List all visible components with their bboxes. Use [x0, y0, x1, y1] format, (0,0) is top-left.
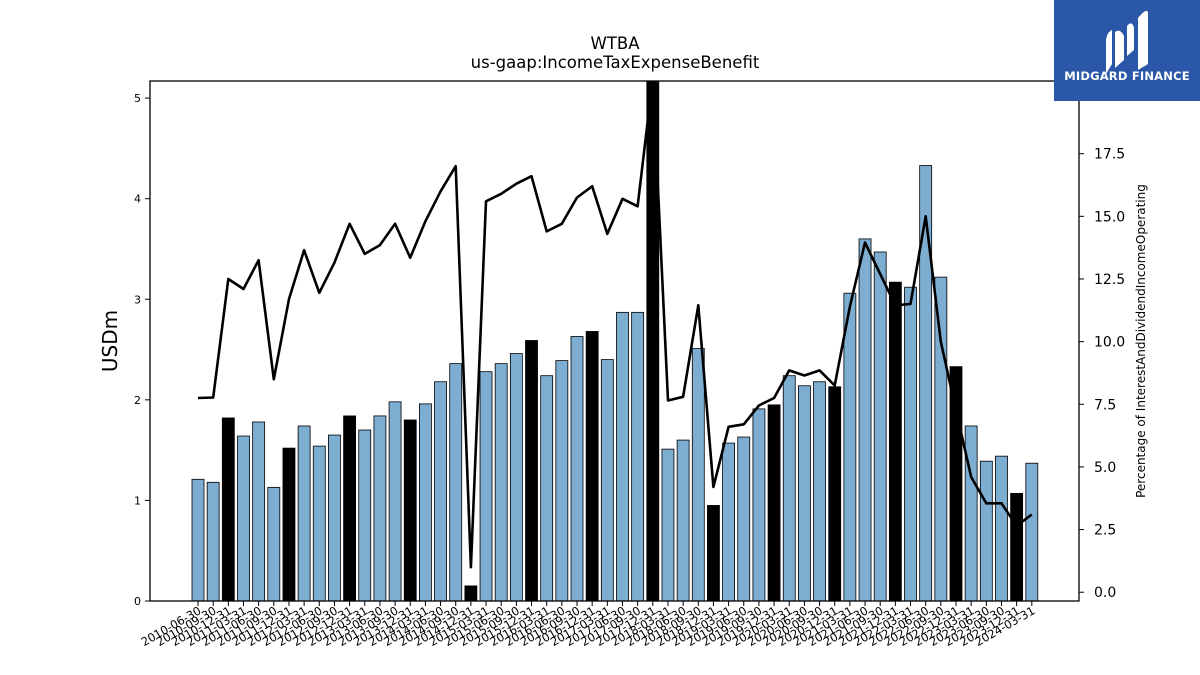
bar: [297, 425, 311, 601]
bar: [282, 447, 296, 601]
bars-group: [191, 81, 1039, 601]
bar: [267, 486, 281, 601]
bar: [904, 286, 917, 601]
bar: [540, 375, 554, 601]
bar: [494, 363, 508, 601]
series-line: [197, 81, 1033, 569]
y2-tick-label: 17.5: [1094, 147, 1125, 163]
y-tick-label: 0: [134, 595, 141, 608]
chart-title: WTBA: [590, 34, 640, 53]
bar: [206, 481, 220, 601]
bar: [828, 386, 842, 601]
bar: [418, 403, 432, 601]
y-tick-label: 2: [134, 394, 141, 407]
bar: [252, 421, 266, 601]
plot-frame: [149, 80, 1080, 602]
bar: [509, 353, 523, 601]
bar: [403, 419, 417, 601]
bar: [964, 425, 978, 601]
bar: [1025, 462, 1039, 601]
bar: [434, 381, 447, 601]
bar: [873, 251, 887, 601]
bar: [691, 348, 705, 601]
y-tick-label: 3: [134, 293, 141, 306]
bar: [616, 311, 629, 601]
bar: [722, 442, 735, 601]
y-axis-label: USDm: [98, 310, 122, 372]
bar: [661, 448, 675, 601]
bar: [949, 366, 963, 601]
bar: [858, 238, 872, 601]
bar: [449, 363, 463, 601]
midgard-finance-logo: MIDGARD FINANCE: [1054, 0, 1200, 101]
y2-tick-label: 5.0: [1094, 460, 1116, 476]
bar: [464, 585, 478, 601]
y2-tick-label: 0.0: [1094, 585, 1116, 601]
bar: [737, 436, 751, 601]
y2-tick-label: 7.5: [1094, 397, 1116, 413]
bar: [388, 401, 402, 601]
y2-tick-label: 10.0: [1094, 335, 1125, 351]
bar: [525, 340, 538, 601]
y2-tick-label: 2.5: [1094, 523, 1116, 539]
bar: [752, 408, 766, 601]
bar: [555, 360, 569, 601]
bar: [707, 505, 720, 601]
bar: [676, 439, 690, 601]
bar: [373, 415, 387, 601]
bar: [600, 359, 614, 601]
bar: [585, 331, 599, 601]
logo-text: MIDGARD FINANCE: [1064, 69, 1190, 83]
bar: [221, 417, 235, 601]
y-tick-label: 1: [134, 494, 141, 507]
bar: [358, 429, 372, 601]
bar: [1010, 492, 1024, 601]
bar: [813, 381, 826, 601]
bar: [995, 455, 1008, 601]
bar: [934, 276, 948, 601]
bar: [312, 445, 326, 601]
line-group: [197, 81, 1033, 569]
bar: [237, 435, 250, 601]
bar: [631, 311, 645, 601]
bar: [782, 375, 796, 601]
chart-subtitle: us-gaap:IncomeTaxExpenseBenefit: [471, 53, 760, 72]
y-tick-label: 5: [134, 92, 141, 105]
bar: [343, 415, 357, 601]
bar: [979, 460, 993, 601]
midgard-logo-icon: [1106, 10, 1148, 74]
bar: [888, 281, 902, 601]
bar: [919, 165, 933, 601]
y-tick-label: 4: [134, 193, 141, 206]
bar: [798, 385, 811, 601]
bar: [191, 478, 205, 601]
y2-tick-label: 15.0: [1094, 209, 1125, 225]
bar: [767, 404, 781, 601]
y2-axis-label: Percentage of InterestAndDividendIncomeO…: [1134, 184, 1148, 498]
bar: [570, 336, 584, 601]
bar: [479, 371, 493, 601]
y2-tick-label: 12.5: [1094, 272, 1125, 288]
bar: [328, 434, 341, 601]
bar: [843, 292, 857, 601]
